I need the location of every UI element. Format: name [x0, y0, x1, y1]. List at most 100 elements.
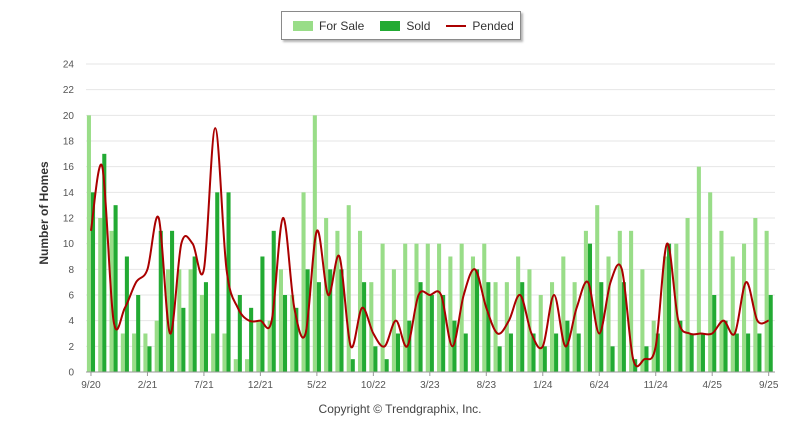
for-sale-bar[interactable] [346, 205, 351, 372]
sold-bar[interactable] [621, 282, 626, 372]
for-sale-bar[interactable] [222, 333, 227, 373]
sold-bar[interactable] [316, 282, 321, 372]
sold-bar[interactable] [124, 256, 129, 373]
sold-bar[interactable] [362, 282, 367, 372]
for-sale-bar[interactable] [199, 295, 204, 372]
for-sale-bar[interactable] [233, 359, 238, 372]
sold-bar[interactable] [215, 192, 220, 372]
sold-bar[interactable] [712, 295, 717, 372]
for-sale-bar[interactable] [629, 230, 634, 372]
sold-bar[interactable] [170, 230, 175, 372]
sold-bar[interactable] [113, 205, 118, 372]
for-sale-bar[interactable] [448, 256, 453, 373]
for-sale-bar[interactable] [177, 269, 182, 372]
for-sale-bar[interactable] [583, 230, 588, 372]
sold-bar[interactable] [610, 346, 615, 372]
for-sale-bar[interactable] [425, 243, 430, 372]
sold-bar[interactable] [328, 269, 333, 372]
sold-bar[interactable] [395, 333, 401, 373]
for-sale-bar[interactable] [154, 320, 159, 372]
for-sale-bar[interactable] [290, 295, 295, 372]
sold-bar[interactable] [102, 153, 107, 372]
legend-item-sold[interactable]: Sold [380, 19, 430, 33]
sold-bar[interactable] [542, 346, 547, 372]
sold-bar[interactable] [203, 282, 208, 372]
for-sale-bar[interactable] [335, 230, 340, 372]
for-sale-bar[interactable] [98, 218, 103, 372]
for-sale-bar[interactable] [764, 230, 769, 372]
sold-bar[interactable] [497, 346, 502, 372]
sold-bar[interactable] [158, 230, 163, 372]
sold-bar[interactable] [531, 333, 536, 373]
sold-bar[interactable] [147, 346, 152, 372]
sold-bar[interactable] [667, 243, 672, 372]
sold-bar[interactable] [282, 295, 288, 372]
sold-bar[interactable] [136, 295, 141, 372]
sold-bar[interactable] [689, 333, 694, 373]
for-sale-bar[interactable] [662, 256, 668, 373]
for-sale-bar[interactable] [685, 218, 690, 372]
for-sale-bar[interactable] [188, 269, 193, 372]
sold-bar[interactable] [768, 295, 773, 372]
sold-bar[interactable] [192, 256, 197, 373]
for-sale-bar[interactable] [211, 333, 216, 373]
for-sale-bar[interactable] [324, 218, 329, 372]
sold-bar[interactable] [407, 320, 412, 372]
for-sale-bar[interactable] [595, 205, 600, 372]
for-sale-bar[interactable] [267, 320, 272, 372]
for-sale-bar[interactable] [414, 243, 419, 372]
sold-bar[interactable] [90, 192, 96, 372]
for-sale-bar[interactable] [572, 282, 577, 372]
for-sale-bar[interactable] [278, 269, 283, 372]
for-sale-bar[interactable] [357, 230, 363, 372]
legend-item-pended[interactable]: Pended [446, 19, 514, 33]
sold-bar[interactable] [260, 256, 265, 373]
for-sale-bar[interactable] [606, 256, 611, 373]
for-sale-bar[interactable] [516, 256, 521, 373]
sold-bar[interactable] [373, 346, 378, 372]
sold-bar[interactable] [339, 269, 344, 372]
for-sale-bar[interactable] [86, 115, 91, 372]
for-sale-bar[interactable] [504, 282, 509, 372]
for-sale-bar[interactable] [301, 192, 306, 372]
sold-bar[interactable] [181, 307, 186, 372]
sold-bar[interactable] [700, 333, 705, 373]
sold-bar[interactable] [734, 333, 739, 373]
sold-bar[interactable] [678, 320, 683, 372]
sold-bar[interactable] [576, 333, 581, 373]
for-sale-bar[interactable] [561, 256, 566, 373]
for-sale-bar[interactable] [380, 243, 385, 372]
for-sale-bar[interactable] [256, 320, 261, 372]
sold-bar[interactable] [429, 295, 434, 372]
sold-bar[interactable] [350, 359, 355, 372]
for-sale-bar[interactable] [651, 320, 656, 372]
for-sale-bar[interactable] [437, 243, 442, 372]
for-sale-bar[interactable] [617, 230, 622, 372]
sold-bar[interactable] [294, 307, 299, 372]
sold-bar[interactable] [475, 269, 480, 372]
for-sale-bar[interactable] [482, 243, 487, 372]
for-sale-bar[interactable] [391, 269, 396, 372]
sold-bar[interactable] [746, 333, 751, 373]
sold-bar[interactable] [418, 282, 423, 372]
for-sale-bar[interactable] [120, 333, 125, 373]
sold-bar[interactable] [463, 333, 468, 373]
for-sale-bar[interactable] [470, 256, 476, 373]
sold-bar[interactable] [452, 320, 457, 372]
sold-bar[interactable] [587, 243, 593, 372]
for-sale-bar[interactable] [493, 282, 498, 372]
pended-line[interactable] [89, 127, 769, 368]
for-sale-bar[interactable] [730, 256, 735, 373]
for-sale-bar[interactable] [719, 230, 724, 372]
for-sale-bar[interactable] [538, 295, 543, 372]
sold-bar[interactable] [554, 333, 559, 373]
for-sale-bar[interactable] [640, 269, 645, 372]
legend-item-for-sale[interactable]: For Sale [293, 19, 364, 33]
for-sale-bar[interactable] [143, 333, 148, 373]
for-sale-bar[interactable] [132, 333, 137, 373]
for-sale-bar[interactable] [403, 243, 408, 372]
sold-bar[interactable] [655, 333, 660, 373]
sold-bar[interactable] [723, 320, 728, 372]
sold-bar[interactable] [520, 282, 525, 372]
for-sale-bar[interactable] [742, 243, 747, 372]
